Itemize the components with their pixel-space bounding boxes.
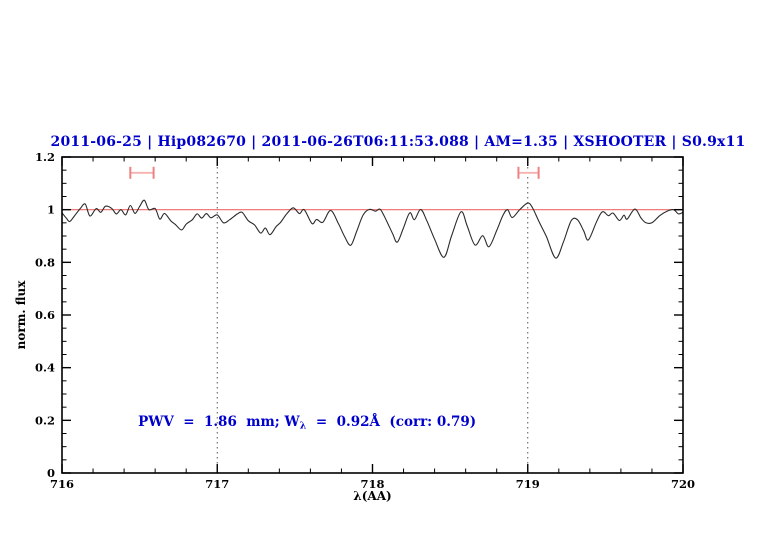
x-tick-label: 716 bbox=[50, 477, 74, 491]
annotation-text-pre: PWV = 1.86 mm; W bbox=[138, 413, 300, 430]
y-tick-label: 0 bbox=[47, 466, 55, 480]
y-tick-label: 1 bbox=[47, 203, 55, 217]
x-tick-label: 719 bbox=[516, 477, 540, 491]
y-axis-label: norm. flux bbox=[14, 280, 28, 350]
plot-title: 2011-06-25 | Hip082670 | 2011-06-26T06:1… bbox=[50, 134, 746, 150]
x-tick-label: 718 bbox=[360, 477, 384, 491]
annotation-lambda-subscript: λ bbox=[299, 420, 307, 432]
x-tick-label: 720 bbox=[671, 477, 695, 491]
y-tick-label: 1.2 bbox=[35, 150, 55, 164]
annotation-text-post: = 0.92Å (corr: 0.79) bbox=[306, 413, 477, 430]
spectrum-line bbox=[61, 199, 684, 259]
y-tick-label: 0.8 bbox=[35, 255, 55, 269]
x-tick-label: 717 bbox=[205, 477, 229, 491]
x-axis-label: λ(AA) bbox=[353, 489, 392, 503]
y-tick-label: 0.2 bbox=[35, 413, 55, 427]
y-tick-label: 0.4 bbox=[35, 361, 55, 375]
pwv-annotation: PWV = 1.86 mm; Wλ = 0.92Å (corr: 0.79) bbox=[138, 414, 476, 432]
y-tick-label: 0.6 bbox=[35, 308, 55, 322]
